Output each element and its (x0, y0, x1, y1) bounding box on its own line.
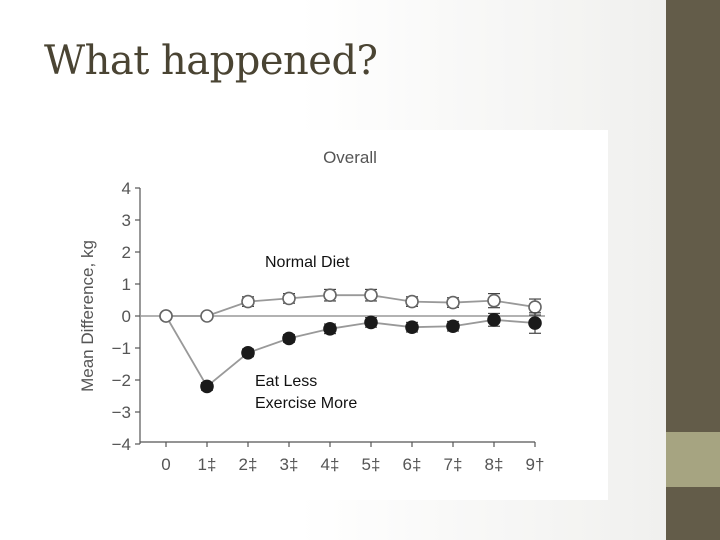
data-point (487, 293, 501, 308)
y-axis-label: Mean Difference, kg (78, 240, 97, 392)
x-tick-label: 8‡ (485, 455, 504, 474)
sidebar-accent-block (666, 432, 720, 487)
data-point (282, 291, 296, 306)
chart-panel: Overall Mean Difference, kg 4 3 2 1 0 −1 −2 −3 −… (68, 130, 608, 500)
data-point (200, 379, 214, 394)
y-tick-label: 4 (122, 179, 131, 198)
series-line (166, 294, 536, 317)
data-point (446, 319, 460, 334)
y-tick-label: 1 (122, 275, 131, 294)
data-point (323, 288, 337, 302)
data-point (528, 316, 542, 330)
x-tick-label: 7‡ (444, 455, 463, 474)
data-point (446, 295, 460, 310)
x-tick-label: 3‡ (280, 455, 299, 474)
data-point (241, 346, 255, 360)
chart-title: Overall (323, 148, 377, 167)
slide-title: What happened? (44, 38, 378, 84)
x-tick-label: 0 (161, 455, 170, 474)
series-open (159, 288, 542, 323)
x-tick-label: 9† (526, 455, 545, 474)
x-tick-label: 5‡ (362, 455, 381, 474)
x-tick-label: 4‡ (321, 455, 340, 474)
data-point (241, 294, 255, 309)
data-point (200, 309, 214, 323)
data-point (323, 322, 337, 336)
annotation-eat-less-line2: Exercise More (255, 395, 358, 412)
annotation-eat-less: Eat Less Exercise More (255, 371, 357, 415)
data-point (528, 300, 542, 314)
data-point (282, 331, 296, 346)
x-tick-label: 6‡ (403, 455, 422, 474)
y-tick-label: −2 (112, 371, 131, 390)
data-point (405, 320, 419, 334)
line-chart: Overall Mean Difference, kg 4 3 2 1 0 −1 −2 −3 −… (78, 148, 545, 474)
annotation-normal-diet: Normal Diet (265, 254, 350, 271)
data-point (405, 294, 419, 309)
series-filled (159, 309, 542, 394)
y-tick-label: 2 (122, 243, 131, 262)
data-point (364, 288, 378, 302)
x-tick-label: 2‡ (239, 455, 258, 474)
y-tick-label: 0 (122, 307, 131, 326)
series-line (165, 315, 536, 388)
y-tick-label: 3 (122, 211, 131, 230)
annotation-eat-less-line1: Eat Less (255, 373, 318, 390)
data-point (487, 313, 501, 327)
data-point (159, 309, 173, 323)
y-tick-label: −1 (112, 339, 131, 358)
x-tick-label: 1‡ (198, 455, 217, 474)
series-group (159, 288, 542, 394)
y-tick-label: −3 (112, 403, 131, 422)
data-point (364, 315, 378, 330)
y-tick-label: −4 (112, 435, 131, 454)
